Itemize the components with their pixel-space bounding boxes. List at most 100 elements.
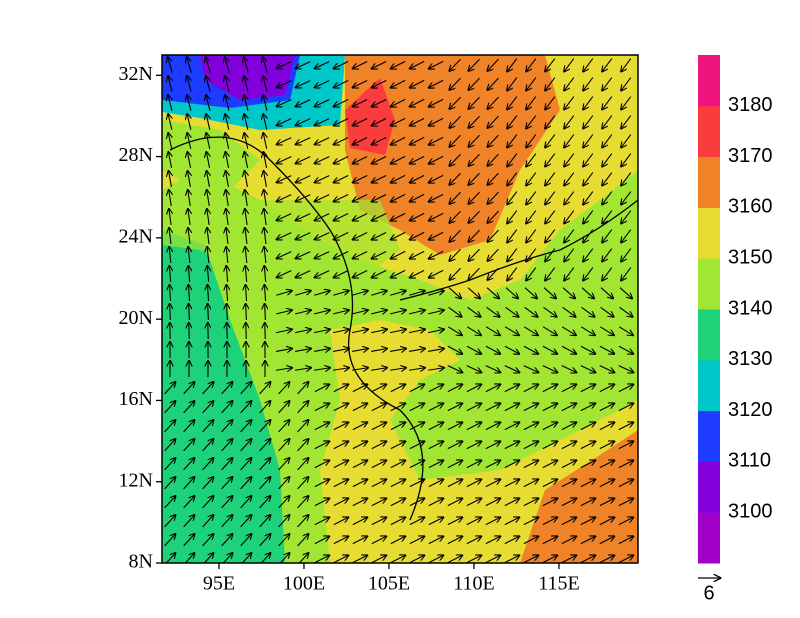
- wind-vector: [621, 191, 632, 205]
- wind-vector: [602, 172, 613, 186]
- wind-vector: [169, 171, 172, 187]
- wind-vector: [564, 96, 575, 110]
- wind-vector: [202, 496, 214, 509]
- reference-vector-label: 6: [703, 582, 714, 604]
- wind-vector: [428, 403, 443, 412]
- wind-vector: [207, 266, 208, 283]
- wind-vector: [333, 310, 349, 314]
- wind-vector: [447, 403, 462, 412]
- wind-vector: [259, 401, 271, 414]
- wind-vector: [245, 247, 247, 264]
- wind-vector: [315, 175, 330, 183]
- wind-vector: [372, 60, 387, 68]
- wind-vector: [226, 171, 229, 187]
- colorbar-label: 3180: [728, 94, 773, 116]
- wind-vector: [390, 441, 405, 450]
- wind-vector: [561, 403, 576, 412]
- wind-vector: [187, 133, 190, 149]
- wind-vector: [449, 229, 461, 242]
- wind-vector: [183, 534, 195, 547]
- wind-vector: [447, 384, 462, 393]
- wind-vector: [507, 210, 518, 224]
- wind-vector: [485, 479, 500, 488]
- wind-vector: [410, 136, 425, 144]
- wind-vector: [183, 458, 195, 471]
- wind-vector: [391, 212, 406, 220]
- wind-vector: [314, 329, 330, 332]
- wind-vector: [429, 174, 444, 182]
- wind-vector: [353, 175, 368, 183]
- wind-vector: [429, 212, 444, 220]
- wind-vector: [580, 384, 595, 393]
- wind-vector: [580, 403, 595, 412]
- wind-vector: [523, 536, 538, 545]
- wind-vector: [507, 191, 518, 205]
- wind-vector: [526, 210, 537, 224]
- wind-vector: [466, 479, 481, 488]
- wind-vector: [371, 291, 386, 296]
- wind-vector: [602, 210, 613, 224]
- wind-vector: [372, 193, 387, 201]
- x-tick-label: 110E: [453, 573, 494, 595]
- wind-vector: [507, 267, 518, 281]
- wind-vector: [599, 498, 614, 507]
- wind-vector: [409, 441, 424, 450]
- wind-vector: [466, 422, 481, 431]
- wind-vector: [240, 477, 252, 490]
- wind-vector: [449, 77, 461, 90]
- wind-vector: [371, 422, 386, 431]
- wind-vector: [542, 460, 557, 469]
- wind-vector: [602, 153, 613, 167]
- wind-vector: [334, 270, 349, 278]
- wind-vector: [372, 231, 387, 239]
- wind-vector: [390, 498, 405, 507]
- wind-vector: [618, 498, 633, 507]
- y-tick-label: 8N: [129, 551, 153, 573]
- wind-vector: [207, 171, 210, 187]
- wind-vector: [372, 117, 387, 125]
- wind-vector: [314, 422, 329, 431]
- wind-vector: [618, 517, 633, 526]
- wind-vector: [295, 368, 311, 370]
- wind-vector: [371, 368, 387, 370]
- wind-vector: [206, 95, 210, 111]
- wind-vector: [226, 190, 229, 206]
- wind-vector: [314, 310, 330, 314]
- wind-vector: [183, 515, 195, 528]
- wind-vector: [314, 384, 329, 393]
- wind-vector: [353, 61, 368, 69]
- wind-vector: [599, 345, 614, 354]
- wind-vector: [507, 134, 518, 148]
- y-tick-label: 28N: [119, 144, 153, 166]
- colorbar-swatch: [698, 410, 720, 462]
- wind-vector: [391, 174, 406, 182]
- wind-vector: [221, 401, 233, 414]
- wind-vector: [371, 310, 387, 314]
- wind-vector: [410, 174, 425, 182]
- wind-vector: [485, 345, 500, 354]
- wind-vector: [188, 209, 190, 225]
- wind-vector: [353, 99, 368, 107]
- wind-vector: [221, 439, 233, 452]
- wind-vector: [468, 248, 480, 261]
- wind-vector: [183, 477, 195, 490]
- wind-vector: [188, 171, 191, 187]
- wind-vector: [352, 329, 368, 332]
- wind-vector: [296, 232, 311, 240]
- wind-vector: [164, 401, 176, 414]
- wind-vector: [621, 172, 632, 186]
- wind-vector: [466, 365, 481, 373]
- wind-vector: [410, 212, 425, 220]
- wind-vector: [561, 479, 576, 488]
- wind-vector: [468, 58, 480, 71]
- wind-vector: [276, 310, 292, 314]
- wind-vector: [276, 349, 292, 352]
- wind-vector: [564, 134, 575, 148]
- wind-vector: [277, 175, 292, 183]
- wind-vector: [314, 349, 330, 352]
- wind-vector: [263, 114, 267, 130]
- wind-vector: [353, 137, 368, 145]
- wind-vector: [505, 287, 518, 299]
- wind-vector: [618, 422, 633, 431]
- wind-vector: [545, 58, 556, 72]
